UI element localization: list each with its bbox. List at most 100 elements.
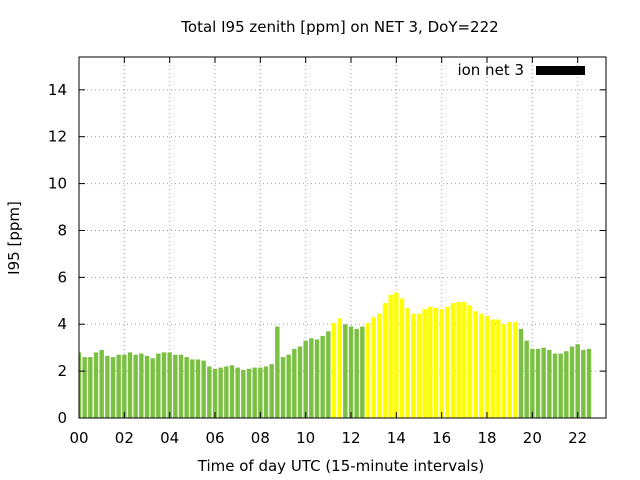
bar bbox=[541, 347, 546, 418]
bar bbox=[79, 352, 82, 418]
bar-highlight bbox=[513, 321, 518, 418]
bar bbox=[575, 344, 580, 418]
bar bbox=[360, 326, 365, 418]
bar bbox=[82, 357, 87, 418]
x-tick-label: 04 bbox=[160, 429, 179, 447]
bar bbox=[252, 367, 257, 418]
bar bbox=[524, 340, 529, 418]
bars bbox=[79, 292, 592, 418]
bar-highlight bbox=[450, 303, 456, 418]
bar bbox=[275, 326, 280, 418]
bar bbox=[218, 367, 223, 418]
bar-highlight bbox=[377, 313, 382, 418]
bar-highlight bbox=[399, 298, 405, 418]
bar bbox=[156, 353, 161, 418]
bar-highlight bbox=[439, 309, 444, 418]
bar bbox=[167, 352, 172, 418]
bar bbox=[354, 328, 359, 418]
bar-highlight bbox=[411, 313, 416, 418]
bar bbox=[581, 350, 586, 418]
bar-highlight bbox=[467, 305, 473, 418]
bar bbox=[569, 346, 575, 418]
x-axis-label: Time of day UTC (15-minute intervals) bbox=[197, 457, 484, 475]
bar-highlight bbox=[507, 321, 512, 418]
y-tick-label: 8 bbox=[57, 221, 67, 239]
bar-highlight bbox=[501, 324, 507, 418]
bar-highlight bbox=[371, 317, 376, 418]
bar bbox=[292, 348, 297, 418]
bar-highlight bbox=[382, 303, 388, 418]
y-tick-label: 14 bbox=[48, 81, 67, 99]
x-axis-ticks: 00 02 04 06 08 10 12 14 16 18 20 22 bbox=[69, 57, 587, 447]
bar-highlight bbox=[394, 292, 399, 418]
x-tick-label: 20 bbox=[523, 429, 542, 447]
plot-frame bbox=[78, 56, 607, 419]
legend-label: ion net 3 bbox=[457, 61, 524, 79]
bar bbox=[552, 353, 558, 418]
x-tick-label: 02 bbox=[115, 429, 134, 447]
x-tick-label: 14 bbox=[387, 429, 406, 447]
x-tick-label: 06 bbox=[205, 429, 224, 447]
bar bbox=[518, 328, 524, 418]
bar-highlight bbox=[337, 318, 342, 418]
bar bbox=[229, 365, 235, 418]
y-axis-ticks: 0 2 4 6 8 10 12 14 bbox=[48, 81, 606, 427]
bar-highlight bbox=[416, 313, 422, 418]
bar bbox=[133, 354, 138, 418]
bar bbox=[343, 324, 348, 418]
bar bbox=[212, 368, 218, 418]
bar-highlight bbox=[405, 307, 410, 418]
bar bbox=[150, 358, 155, 418]
x-tick-label: 18 bbox=[477, 429, 496, 447]
y-tick-label: 12 bbox=[48, 128, 67, 146]
x-tick-label: 12 bbox=[341, 429, 360, 447]
bar bbox=[326, 331, 331, 418]
bar bbox=[286, 354, 291, 418]
bar bbox=[235, 367, 240, 418]
bar bbox=[110, 357, 116, 418]
x-tick-label: 10 bbox=[296, 429, 315, 447]
bar bbox=[586, 348, 592, 418]
bar bbox=[207, 366, 212, 418]
bar bbox=[122, 354, 127, 418]
bar bbox=[178, 354, 184, 418]
x-tick-label: 22 bbox=[568, 429, 587, 447]
bar-highlight bbox=[490, 319, 495, 418]
bar bbox=[297, 346, 303, 418]
bar bbox=[173, 354, 178, 418]
y-tick-label: 4 bbox=[57, 315, 67, 333]
bar bbox=[88, 357, 93, 418]
x-tick-label: 16 bbox=[432, 429, 451, 447]
bar-highlight bbox=[428, 306, 433, 418]
chart-title: Total I95 zenith [ppm] on NET 3, DoY=222 bbox=[180, 18, 498, 36]
bar-highlight bbox=[331, 323, 337, 418]
bar bbox=[139, 353, 144, 418]
bar bbox=[309, 338, 314, 418]
bar bbox=[201, 360, 206, 418]
bar-highlight bbox=[484, 316, 490, 418]
y-tick-label: 10 bbox=[48, 175, 67, 193]
bar bbox=[161, 352, 167, 418]
y-tick-label: 0 bbox=[57, 409, 67, 427]
bar bbox=[547, 350, 552, 418]
bar-highlight bbox=[433, 307, 439, 418]
bar bbox=[99, 350, 104, 418]
bar-highlight bbox=[496, 319, 501, 418]
legend: ion net 3 bbox=[457, 61, 585, 79]
bar-highlight bbox=[445, 306, 450, 418]
bar bbox=[224, 366, 229, 418]
bar-highlight bbox=[422, 309, 427, 418]
x-tick-label: 00 bbox=[69, 429, 88, 447]
bar bbox=[195, 359, 201, 418]
bar bbox=[280, 357, 286, 418]
bar bbox=[93, 352, 99, 418]
bar bbox=[348, 326, 354, 418]
bar bbox=[241, 369, 246, 418]
bar bbox=[105, 355, 110, 418]
bar-highlight bbox=[479, 313, 484, 418]
bar-highlight bbox=[388, 294, 393, 418]
y-tick-label: 2 bbox=[57, 362, 67, 380]
bar bbox=[535, 348, 541, 418]
bar-highlight bbox=[456, 301, 461, 418]
bar-highlight bbox=[473, 311, 478, 418]
